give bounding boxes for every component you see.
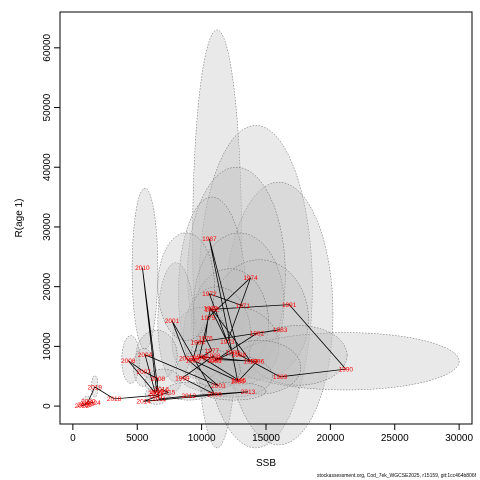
year-label-2016: 2016 [154,387,169,394]
year-label-2007: 2007 [136,369,151,376]
year-label-1990: 1990 [339,366,354,373]
year-label-1987: 1987 [202,236,217,243]
confidence-ellipse-13 [131,187,159,350]
year-label-2017: 2017 [149,393,164,400]
confidence-ellipse-12 [157,232,215,341]
confidence-ellipse-26 [91,375,99,398]
year-label-1973: 1973 [220,339,235,346]
confidence-ellipse-1 [198,125,313,449]
confidence-ellipse-9 [196,307,280,386]
year-trajectory-line [81,238,347,406]
confidence-regions [81,29,460,449]
confidence-ellipse-24 [201,381,267,401]
year-label-2005: 2005 [148,390,163,397]
x-tick-label: 30000 [445,433,473,444]
year-label-1983: 1983 [273,327,288,334]
year-label-2013: 2013 [241,389,256,396]
year-label-1977: 1977 [205,348,220,355]
year-label-2001: 2001 [165,318,180,325]
year-label-1997: 1997 [209,357,224,364]
year-label-1984: 1984 [191,339,206,346]
year-label-2006: 2006 [121,358,136,365]
y-tick-label: 0 [42,403,53,409]
y-axis-label: R(age 1) [14,199,25,238]
x-tick-label: 5000 [126,433,149,444]
year-label-2021: 2021 [77,402,92,409]
y-tick-label: 20000 [42,272,53,300]
x-tick-label: 20000 [316,433,344,444]
y-tick-label: 10000 [42,332,53,360]
year-label-2022: 2022 [75,403,90,410]
year-label-2011: 2011 [152,396,166,403]
year-label-1999: 1999 [175,375,190,382]
confidence-ellipse-20 [121,335,141,384]
y-tick-label: 40000 [42,153,53,181]
year-label-1994: 1994 [193,354,208,361]
x-tick-label: 25000 [381,433,409,444]
confidence-ellipse-10 [171,307,229,380]
year-label-1975: 1975 [201,315,216,322]
year-label-1982: 1982 [250,331,265,338]
year-label-1995: 1995 [232,378,247,385]
year-label-1971: 1971 [236,303,251,310]
year-label-1993: 1993 [243,359,258,366]
year-label-1998: 1998 [206,353,221,360]
year-path [81,238,347,406]
year-label-2023: 2023 [80,401,95,408]
year-label-1992: 1992 [205,307,220,314]
year-label-1978: 1978 [192,356,207,363]
year-label-2014: 2014 [136,399,151,406]
year-label-2019: 2019 [88,384,103,391]
year-label-2010: 2010 [135,265,150,272]
x-axis: 0 5000 10000 15000 20000 25000 30000 [70,423,473,444]
year-label-1988: 1988 [232,352,247,359]
confidence-ellipse-3 [187,166,286,383]
year-label-2018: 2018 [107,396,122,403]
year-label-2003: 2003 [211,383,226,390]
year-label-2008: 2008 [151,376,166,383]
year-label-1985: 1985 [185,357,200,364]
year-label-2009: 2009 [149,389,164,396]
y-axis: 0 10000 20000 30000 40000 50000 60000 [42,33,61,409]
x-tick-label: 15000 [252,433,280,444]
year-label-1986: 1986 [230,378,245,385]
year-label-1991: 1991 [282,302,297,309]
year-label-2012: 2012 [182,393,197,400]
confidence-ellipse-15 [249,325,348,386]
confidence-ellipse-19 [135,330,178,381]
confidence-ellipse-0 [192,29,242,449]
year-label-1980: 1980 [225,350,240,357]
year-label-1972: 1972 [202,291,217,298]
year-label-2024: 2024 [86,400,101,407]
year-label-1979: 1979 [203,305,218,312]
year-label-1974: 1974 [243,275,258,282]
x-axis-label: SSB [256,458,276,469]
year-label-1996: 1996 [250,359,265,366]
x-tick-label: 10000 [188,433,216,444]
y-tick-label: 60000 [42,33,53,61]
confidence-ellipse-2 [224,181,334,446]
year-label-1981: 1981 [207,358,222,365]
year-label-2000: 2000 [207,391,222,398]
year-label-2002: 2002 [179,356,194,363]
confidence-ellipse-11 [157,262,195,383]
confidence-ellipse-7 [191,268,269,377]
year-label-1989: 1989 [273,374,288,381]
y-tick-label: 50000 [42,93,53,121]
year-label-2015: 2015 [161,390,176,397]
x-tick-label: 0 [70,433,76,444]
year-label-2020: 2020 [81,399,96,406]
year-label-2004: 2004 [138,352,153,359]
y-tick-label: 30000 [42,213,53,241]
footer-credit: stockassessment.org, Cod_7ek_WGCSE2025, … [317,473,477,479]
year-label-1976: 1976 [198,335,213,342]
